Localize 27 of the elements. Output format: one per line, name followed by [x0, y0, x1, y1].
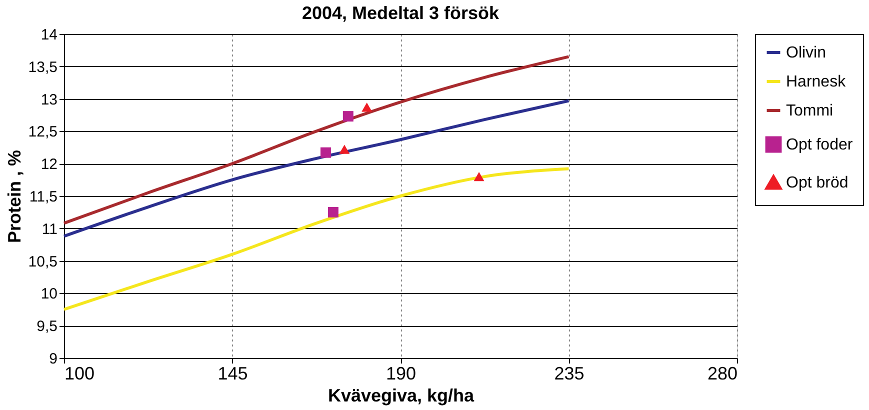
y-tick-label: 11,5: [29, 188, 58, 206]
x-tick-label: 280: [707, 364, 738, 384]
x-tick-label: 190: [386, 364, 416, 384]
y-tick-label: 9,5: [36, 318, 58, 336]
chart-title: 2004, Medeltal 3 försök: [302, 3, 500, 23]
x-axis-title: Kvävegiva, kg/ha: [328, 386, 476, 406]
line-series: [62, 99, 570, 238]
x-tick-label: 100: [64, 364, 95, 384]
y-tick-label: 11: [42, 220, 58, 238]
y-tick-label: 10,5: [28, 253, 58, 270]
y-tick-label: 13: [40, 91, 58, 108]
y-axis-title: Protein , %: [4, 150, 24, 244]
y-tick-label: 9: [49, 350, 58, 368]
y-tick-label: 12: [40, 156, 58, 174]
legend-label: Olivin: [786, 44, 826, 62]
line-series: [62, 167, 570, 311]
legend-label: Tommi: [786, 102, 834, 120]
y-tick-label: 13,5: [28, 58, 58, 76]
legend-label: Opt foder: [786, 136, 854, 154]
y-tick-label: 10: [40, 286, 58, 303]
y-tick-label: 12,5: [28, 124, 58, 141]
y-tick-label: 14: [40, 26, 58, 44]
x-tick-label: 235: [554, 364, 584, 384]
legend-label: Opt bröd: [786, 174, 848, 192]
line-series: [62, 55, 570, 225]
x-tick-label: 145: [218, 364, 248, 384]
legend-label: Harnesk: [786, 74, 847, 90]
